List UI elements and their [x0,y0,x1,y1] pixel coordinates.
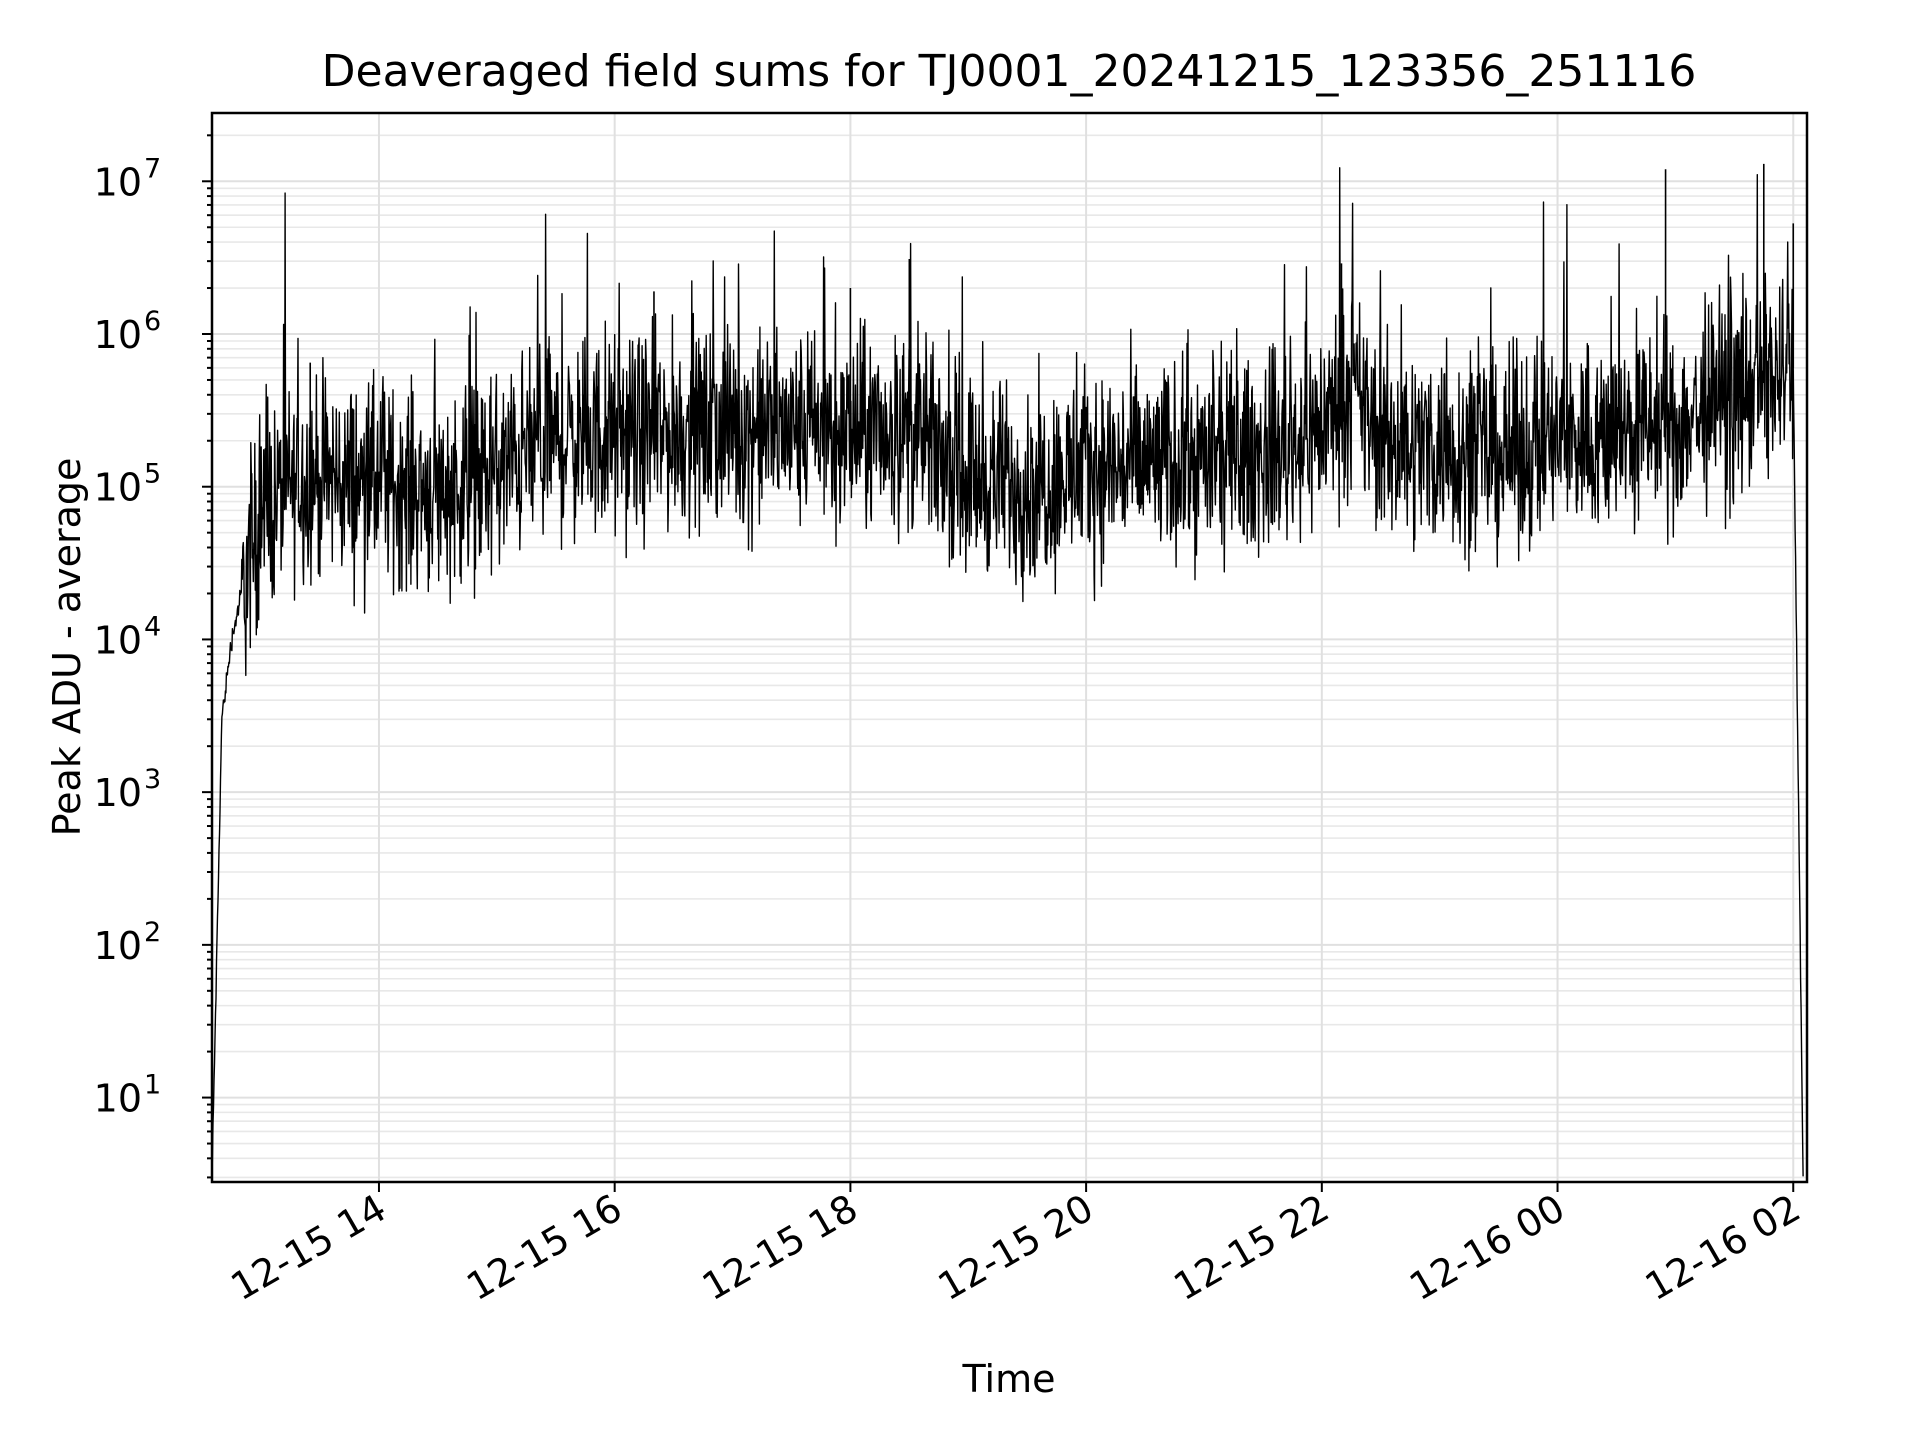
y-tick-label-exponent: 3 [144,764,161,795]
y-tick-label: 10 [94,924,142,968]
x-axis: 12-15 14 12-15 16 12-15 18 12-15 20 12-15 22… [223,1182,1808,1310]
y-tick-label: 10 [94,771,142,815]
series-line [211,167,1804,1177]
plot-frame [210,111,1809,1184]
x-tick-label: 12-15 14 [223,1186,393,1310]
y-tick-label-exponent: 5 [144,459,161,490]
y-axis-label: Peak ADU - average [45,458,89,837]
y-tick-label: 10 [94,466,142,510]
grid [212,113,1807,1182]
y-tick-label-exponent: 4 [144,611,161,642]
x-tick-label: 12-15 22 [1166,1186,1336,1310]
y-tick-label-exponent: 7 [144,153,161,184]
y-tick-label: 10 [94,160,142,204]
series-group [211,163,1804,1177]
y-tick-label-exponent: 6 [144,306,161,337]
x-tick-label: 12-16 00 [1402,1186,1572,1310]
x-axis-label: Time [962,1357,1056,1401]
x-tick-label: 12-15 20 [931,1186,1101,1310]
x-tick-label: 12-15 16 [459,1186,629,1310]
y-tick-label-exponent: 2 [144,917,161,948]
y-tick-label: 10 [94,1077,142,1121]
y-tick-label-exponent: 1 [144,1070,161,1101]
y-tick-label: 10 [94,618,142,662]
x-tick-label: 12-16 02 [1638,1186,1808,1310]
y-tick-label: 10 [94,313,142,357]
chart-title: Deaveraged field sums for TJ0001_2024121… [322,46,1697,97]
x-tick-label: 12-15 18 [695,1186,865,1310]
